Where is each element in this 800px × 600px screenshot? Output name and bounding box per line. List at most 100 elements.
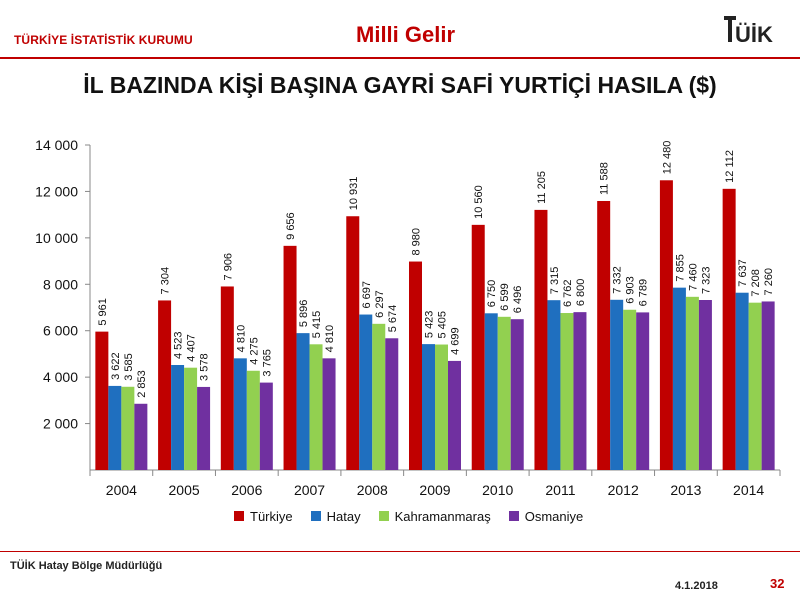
data-label-turkiye-2009: 8 980 <box>411 228 423 256</box>
bar-kahramanmaras-2006 <box>246 370 260 470</box>
chart-title: İL BAZINDA KİŞİ BAŞINA GAYRİ SAFİ YURTİÇ… <box>83 72 717 98</box>
data-label-hatay-2012: 7 332 <box>612 266 624 294</box>
data-label-turkiye-2008: 10 931 <box>348 177 360 211</box>
data-label-kahramanmaras-2012: 6 903 <box>625 276 637 304</box>
bar-hatay-2011 <box>547 300 561 470</box>
data-label-hatay-2009: 5 423 <box>424 311 436 339</box>
bar-osmaniye-2010 <box>510 319 524 470</box>
bar-turkiye-2008 <box>346 216 360 470</box>
legend-item-osmaniye: Osmaniye <box>508 508 584 524</box>
bar-kahramanmaras-2004 <box>121 386 135 470</box>
footer-divider <box>0 551 800 552</box>
bar-kahramanmaras-2008 <box>372 323 386 470</box>
bar-kahramanmaras-2007 <box>309 344 323 470</box>
page-number: 32 <box>770 576 785 591</box>
bar-hatay-2014 <box>735 292 749 470</box>
bar-turkiye-2004 <box>95 331 109 470</box>
data-label-osmaniye-2011: 6 800 <box>575 279 587 307</box>
data-label-osmaniye-2008: 5 674 <box>387 305 399 333</box>
bar-turkiye-2011 <box>534 209 548 471</box>
y-tick-label: 12 000 <box>35 183 78 199</box>
footer-date: 4.1.2018 <box>675 580 718 592</box>
bar-turkiye-2010 <box>471 224 485 470</box>
bar-hatay-2008 <box>359 314 373 470</box>
y-tick-label: 10 000 <box>35 230 78 246</box>
bar-turkiye-2012 <box>597 200 611 470</box>
chart-legend: Türkiye Hatay Kahramanmaraş Osmaniye <box>234 508 601 524</box>
x-tick-label: 2006 <box>231 482 262 498</box>
data-label-turkiye-2005: 7 304 <box>160 267 172 295</box>
data-label-turkiye-2012: 11 588 <box>599 162 611 195</box>
bar-turkiye-2013 <box>659 180 673 471</box>
bar-turkiye-2014 <box>722 188 736 471</box>
data-label-kahramanmaras-2006: 4 275 <box>248 337 260 365</box>
legend-swatch-osmaniye <box>508 511 519 521</box>
data-label-turkiye-2007: 9 656 <box>285 212 297 240</box>
y-tick-label: 14 000 <box>35 137 78 153</box>
x-tick-label: 2013 <box>670 482 701 498</box>
bar-hatay-2007 <box>296 333 310 470</box>
bar-kahramanmaras-2012 <box>623 309 637 470</box>
data-label-osmaniye-2012: 6 789 <box>638 279 650 307</box>
bar-kahramanmaras-2009 <box>435 344 448 470</box>
bar-osmaniye-2004 <box>134 403 148 470</box>
bar-osmaniye-2006 <box>259 382 273 470</box>
tuik-logo: ÜİK <box>724 16 773 46</box>
legend-item-kahramanmaras: Kahramanmaraş <box>378 508 491 524</box>
slide-section-label: Milli Gelir <box>356 22 456 47</box>
legend-label-kahramanmaras: Kahramanmaraş <box>394 508 491 524</box>
x-tick-label: 2004 <box>106 482 137 498</box>
x-tick-label: 2008 <box>357 482 388 498</box>
bar-hatay-2006 <box>233 358 247 470</box>
data-label-hatay-2005: 4 523 <box>173 331 185 359</box>
data-label-kahramanmaras-2013: 7 460 <box>687 263 699 291</box>
legend-label-osmaniye: Osmaniye <box>524 508 584 524</box>
data-label-turkiye-2004: 5 961 <box>97 298 109 326</box>
x-tick-label: 2009 <box>419 482 450 498</box>
data-label-osmaniye-2009: 4 699 <box>450 327 462 355</box>
data-label-osmaniye-2004: 2 853 <box>136 370 148 398</box>
x-tick-label: 2010 <box>482 482 513 498</box>
data-label-turkiye-2011: 11 205 <box>536 171 548 204</box>
y-tick-label: 4 000 <box>43 369 78 385</box>
header-divider <box>0 57 800 59</box>
data-label-kahramanmaras-2004: 3 585 <box>123 353 135 381</box>
data-label-turkiye-2013: 12 480 <box>661 141 673 175</box>
y-tick-label: 6 000 <box>43 323 78 339</box>
bar-kahramanmaras-2011 <box>560 313 574 470</box>
bar-osmaniye-2012 <box>636 312 650 470</box>
slide-header: TÜRKİYE İSTATİSTİK KURUMU Milli Gelir Üİ… <box>0 0 800 59</box>
data-label-hatay-2014: 7 637 <box>737 259 749 287</box>
x-tick-label: 2014 <box>733 482 764 498</box>
bar-chart: 2 000 4 000 6 000 8 000 10 000 12 000 14 000 5 … <box>35 137 781 498</box>
y-tick-label: 2 000 <box>43 416 78 432</box>
bar-osmaniye-2005 <box>197 386 211 470</box>
data-label-hatay-2010: 6 750 <box>486 280 498 308</box>
data-label-osmaniye-2006: 3 765 <box>261 349 273 377</box>
data-label-turkiye-2006: 7 906 <box>222 253 234 281</box>
bar-hatay-2004 <box>108 385 122 470</box>
data-label-osmaniye-2010: 6 496 <box>512 286 524 314</box>
bar-kahramanmaras-2010 <box>497 316 511 470</box>
x-tick-label: 2011 <box>545 482 575 498</box>
bar-hatay-2009 <box>422 344 435 470</box>
data-label-turkiye-2010: 10 560 <box>473 185 485 219</box>
legend-label-hatay: Hatay <box>326 508 361 524</box>
data-label-kahramanmaras-2014: 7 208 <box>750 269 762 297</box>
legend-swatch-turkiye <box>234 511 244 521</box>
bar-kahramanmaras-2014 <box>748 302 762 470</box>
bar-kahramanmaras-2013 <box>685 296 699 470</box>
bar-hatay-2005 <box>171 365 185 470</box>
data-label-kahramanmaras-2009: 5 405 <box>437 311 449 339</box>
data-label-hatay-2007: 5 896 <box>298 300 310 328</box>
data-label-turkiye-2014: 12 112 <box>724 150 736 183</box>
data-label-kahramanmaras-2007: 5 415 <box>311 311 323 339</box>
data-label-osmaniye-2014: 7 260 <box>763 268 775 296</box>
data-label-osmaniye-2007: 4 810 <box>324 325 336 353</box>
y-tick-label: 8 000 <box>43 276 78 292</box>
bar-osmaniye-2014 <box>761 301 775 470</box>
svg-text:ÜİK: ÜİK <box>735 22 773 46</box>
bar-osmaniye-2013 <box>698 300 712 470</box>
organization-name: TÜRKİYE İSTATİSTİK KURUMU <box>14 33 193 47</box>
legend-label-turkiye: Türkiye <box>250 508 293 524</box>
